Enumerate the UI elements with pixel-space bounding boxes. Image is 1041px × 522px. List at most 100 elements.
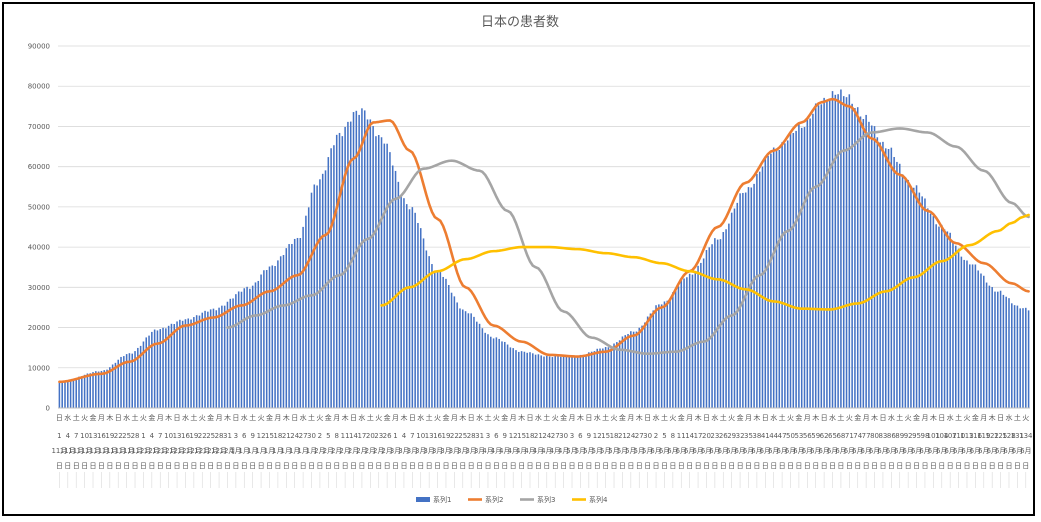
- svg-text:110: 110: [952, 432, 965, 440]
- svg-text:日: 日: [611, 462, 618, 470]
- bar: [702, 258, 705, 408]
- bar: [187, 318, 190, 408]
- svg-text:月: 月: [451, 414, 458, 422]
- bar: [761, 166, 764, 408]
- bar: [775, 151, 778, 409]
- bar: [529, 352, 531, 408]
- svg-text:土: 土: [837, 413, 844, 422]
- svg-text:6月: 6月: [751, 447, 762, 455]
- svg-text:11月: 11月: [102, 447, 118, 455]
- bar: [747, 187, 750, 408]
- svg-text:6月: 6月: [953, 447, 964, 455]
- bar: [405, 204, 408, 408]
- x-tick-label: 土 3 4月日: [482, 413, 494, 488]
- svg-text:木: 木: [871, 413, 878, 422]
- bar: [630, 331, 632, 408]
- bar: [814, 103, 817, 409]
- bar: [851, 103, 853, 408]
- bar: [453, 296, 456, 408]
- svg-text:12月: 12月: [152, 447, 168, 455]
- svg-text:火: 火: [316, 414, 323, 422]
- svg-text:12月: 12月: [203, 447, 219, 455]
- svg-text:6月: 6月: [877, 447, 888, 455]
- bar: [411, 207, 414, 408]
- bar: [439, 271, 442, 408]
- bar: [873, 126, 876, 408]
- bar: [658, 304, 660, 408]
- bar: [585, 354, 587, 408]
- svg-text:28: 28: [215, 432, 224, 440]
- svg-text:95: 95: [912, 432, 921, 440]
- svg-text:15: 15: [601, 432, 610, 440]
- bar: [179, 319, 181, 408]
- bar: [901, 174, 904, 408]
- svg-text:6: 6: [494, 432, 499, 440]
- bar: [568, 356, 570, 408]
- bar: [904, 179, 907, 408]
- bar: [730, 212, 733, 408]
- bar: [954, 245, 957, 408]
- svg-text:日: 日: [358, 462, 365, 470]
- bar: [593, 351, 596, 408]
- svg-text:日: 日: [258, 462, 265, 470]
- svg-text:27: 27: [635, 432, 644, 440]
- bar: [957, 248, 960, 408]
- svg-text:6月: 6月: [844, 447, 855, 455]
- svg-text:日: 日: [140, 462, 147, 470]
- svg-text:日: 日: [770, 462, 777, 470]
- x-tick-label: 木 27 5月日: [634, 413, 645, 488]
- svg-text:6月: 6月: [852, 447, 863, 455]
- svg-text:日: 日: [115, 462, 122, 470]
- svg-text:水: 水: [358, 413, 365, 422]
- bar: [470, 313, 472, 408]
- x-tick-label: 月 22 3月日: [449, 414, 460, 488]
- svg-text:日: 日: [644, 414, 651, 422]
- svg-text:月: 月: [98, 414, 105, 422]
- svg-text:24: 24: [626, 432, 635, 440]
- bar: [971, 264, 974, 408]
- bar: [686, 277, 688, 408]
- svg-text:日: 日: [753, 462, 760, 470]
- bar: [574, 355, 576, 408]
- bar: [299, 238, 302, 408]
- bar: [279, 256, 282, 408]
- svg-text:3: 3: [486, 432, 490, 440]
- svg-text:6月: 6月: [667, 447, 678, 455]
- bar: [526, 352, 528, 408]
- svg-text:木: 木: [224, 413, 231, 422]
- svg-text:20: 20: [702, 432, 711, 440]
- svg-text:日: 日: [837, 462, 844, 470]
- svg-text:1月: 1月: [272, 447, 283, 455]
- x-tick-label: 金 26 2月日: [381, 413, 393, 488]
- svg-text:6月: 6月: [928, 447, 939, 455]
- svg-text:日: 日: [501, 462, 508, 470]
- svg-text:6月: 6月: [718, 447, 729, 455]
- x-tick-label: 金 74 6月日: [852, 413, 863, 488]
- svg-text:日: 日: [510, 462, 517, 470]
- bar: [546, 355, 548, 408]
- bar: [940, 224, 943, 408]
- svg-text:日: 日: [526, 414, 533, 422]
- svg-text:4: 4: [66, 432, 71, 440]
- svg-text:日: 日: [182, 462, 189, 470]
- bar: [218, 307, 220, 408]
- svg-text:5月: 5月: [608, 447, 619, 455]
- svg-text:13: 13: [89, 432, 98, 440]
- svg-text:13: 13: [173, 432, 182, 440]
- svg-text:月: 月: [627, 414, 634, 422]
- bar: [512, 348, 514, 408]
- bar: [744, 192, 747, 408]
- svg-text:月: 月: [510, 414, 517, 422]
- x-tick-label: 土 24 4月日: [541, 413, 553, 488]
- bar: [688, 273, 691, 408]
- x-tick-label: 水 23 6月日: [709, 413, 721, 488]
- svg-text:日: 日: [846, 462, 853, 470]
- bar: [795, 130, 797, 409]
- bar: [386, 143, 388, 408]
- svg-text:41: 41: [761, 432, 770, 440]
- svg-text:2月: 2月: [323, 447, 334, 455]
